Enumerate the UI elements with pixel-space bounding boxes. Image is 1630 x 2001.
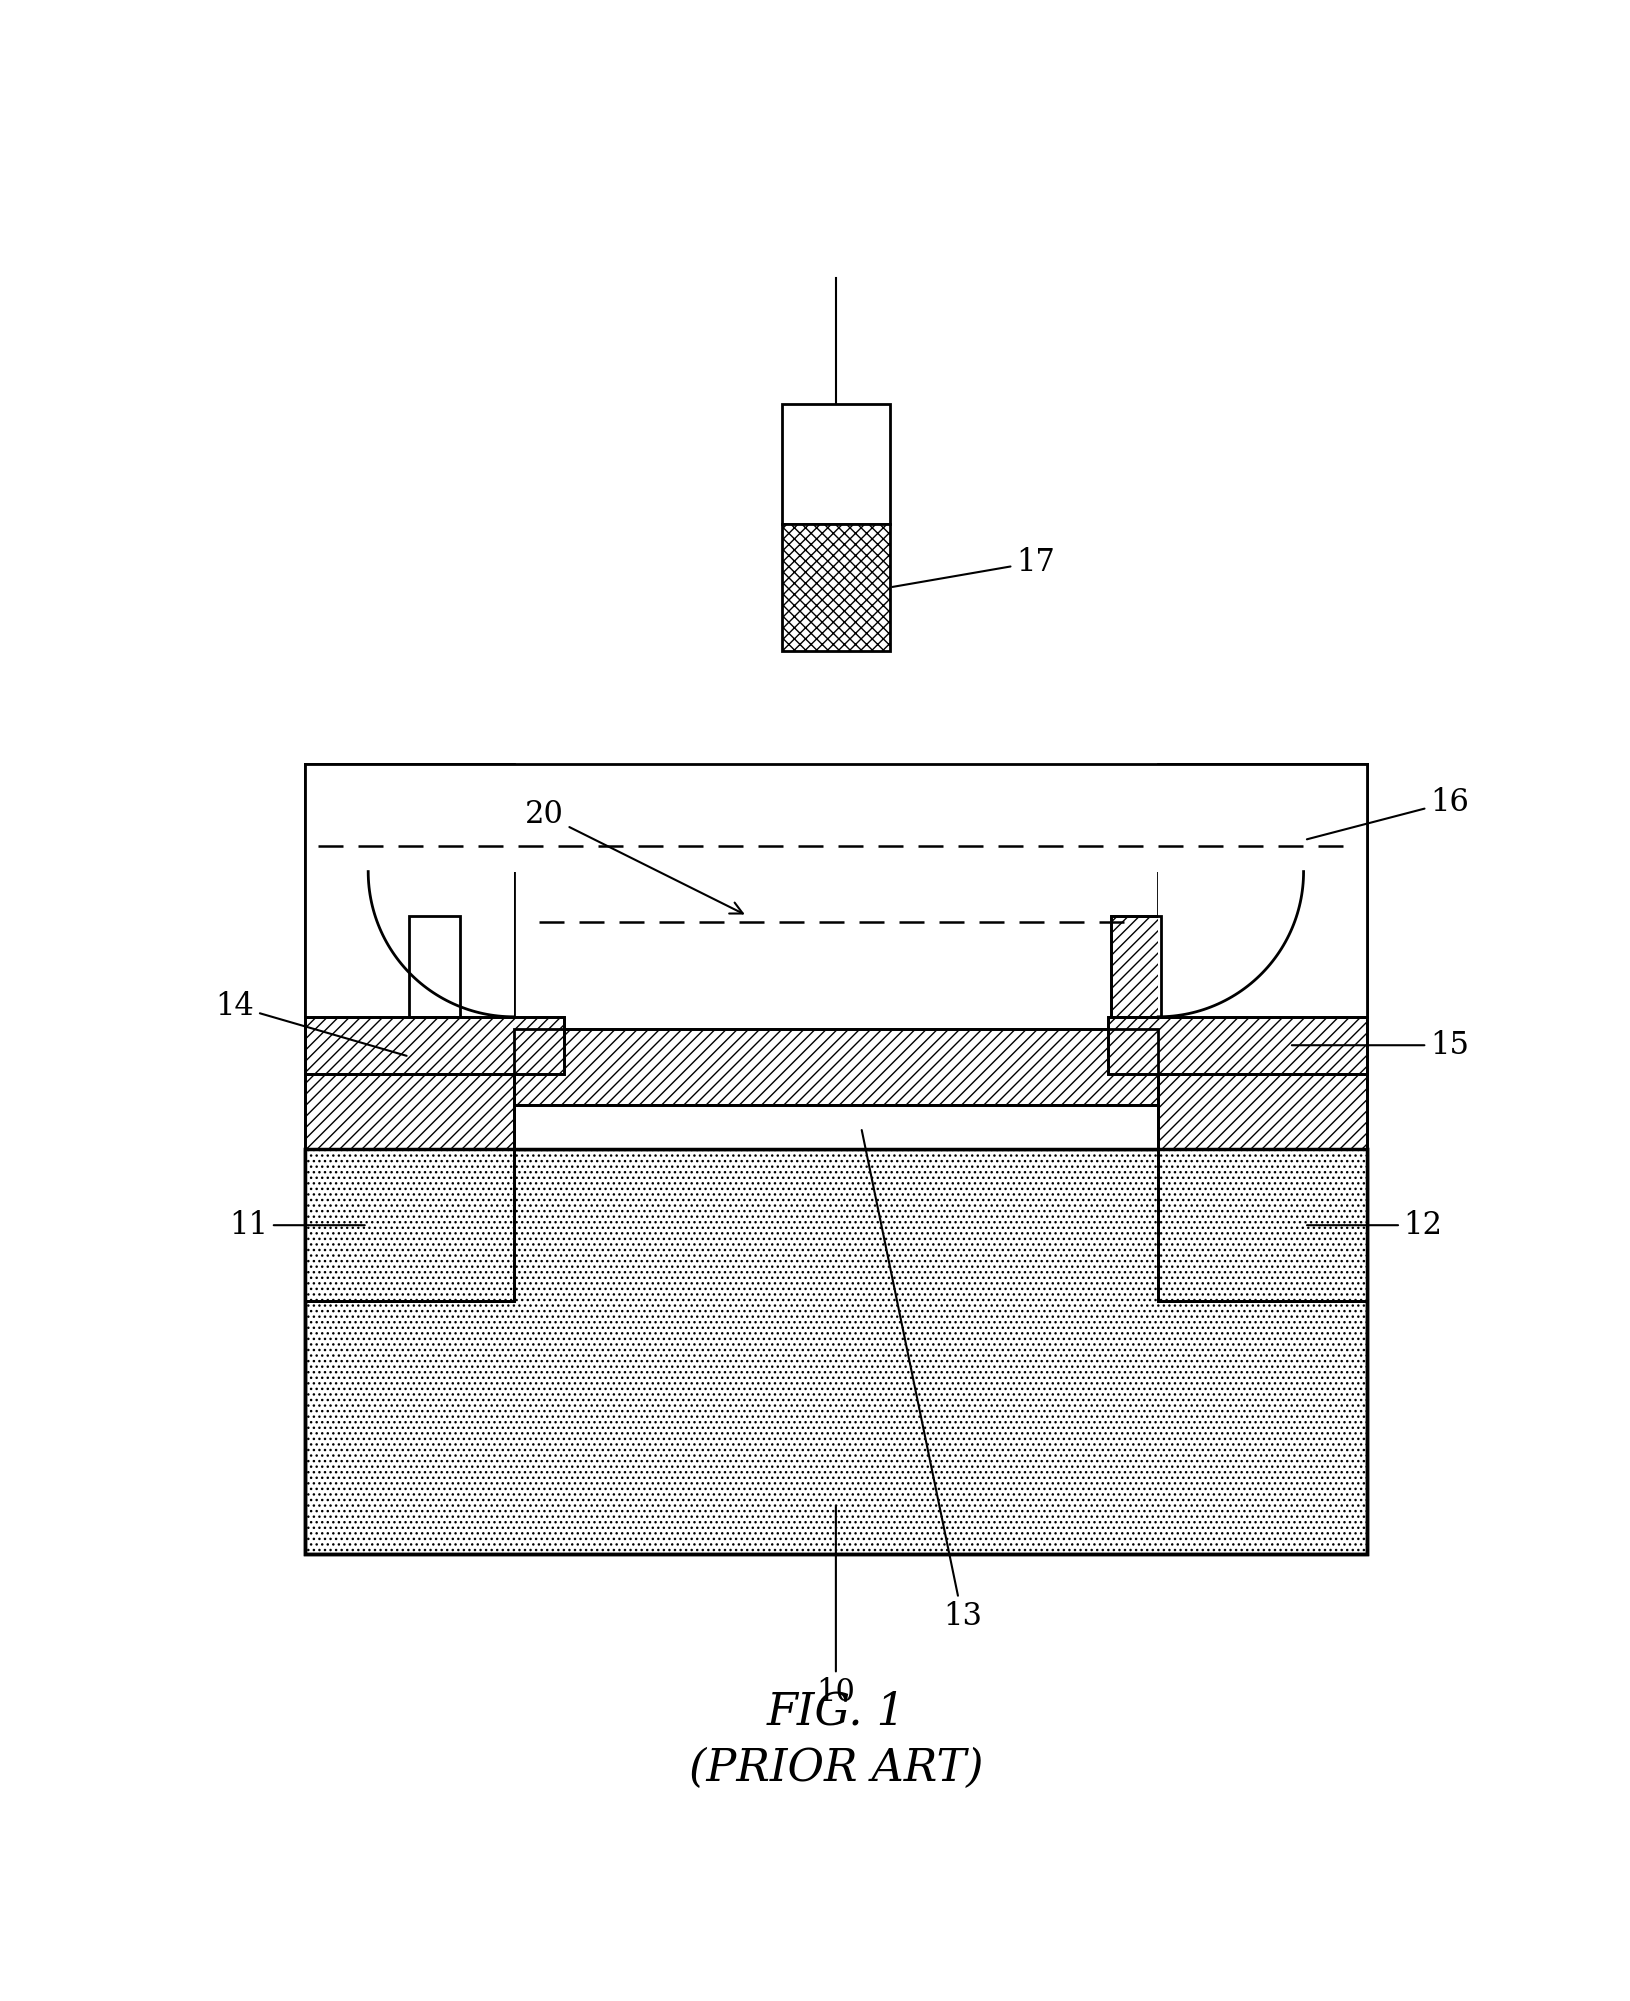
Polygon shape (368, 872, 513, 1017)
Bar (305, 1017, 564, 1075)
Bar (305, 764, 1366, 872)
Bar (1157, 764, 1366, 1017)
Bar (305, 1075, 513, 1149)
Bar (305, 764, 513, 1017)
Bar (513, 1105, 1157, 1149)
Text: 14: 14 (215, 990, 406, 1057)
Bar (1107, 1017, 1366, 1075)
Bar (305, 1149, 513, 1301)
Bar (305, 764, 513, 1017)
Text: (PRIOR ART): (PRIOR ART) (688, 1747, 983, 1789)
Text: 12: 12 (1306, 1211, 1441, 1241)
Bar (1110, 916, 1161, 1017)
Bar (1157, 1149, 1366, 1301)
Bar (782, 524, 888, 650)
Text: 13: 13 (861, 1131, 981, 1633)
Bar (782, 404, 888, 524)
Bar (409, 916, 460, 1017)
Bar (305, 1017, 564, 1075)
Polygon shape (1157, 872, 1302, 1017)
Bar (1157, 1149, 1366, 1301)
Bar (513, 1029, 1157, 1105)
Bar (1157, 1075, 1366, 1149)
Bar (513, 1029, 1157, 1105)
Bar (1107, 1017, 1366, 1075)
Bar (305, 1075, 513, 1149)
Text: 17: 17 (892, 546, 1055, 586)
Text: 20: 20 (525, 798, 742, 914)
Bar (305, 1149, 1366, 1553)
Text: 10: 10 (817, 1507, 854, 1709)
Bar (1110, 916, 1161, 1017)
Bar (305, 1149, 513, 1301)
Bar (305, 1149, 1366, 1553)
Bar (1157, 1075, 1366, 1149)
Bar (1157, 764, 1366, 1017)
Bar (513, 764, 1157, 872)
Text: FIG. 1: FIG. 1 (766, 1689, 905, 1733)
Bar (409, 916, 460, 1017)
Bar (513, 1105, 1157, 1149)
Text: 16: 16 (1306, 786, 1469, 838)
Text: 11: 11 (228, 1211, 365, 1241)
Text: 15: 15 (1291, 1031, 1469, 1061)
